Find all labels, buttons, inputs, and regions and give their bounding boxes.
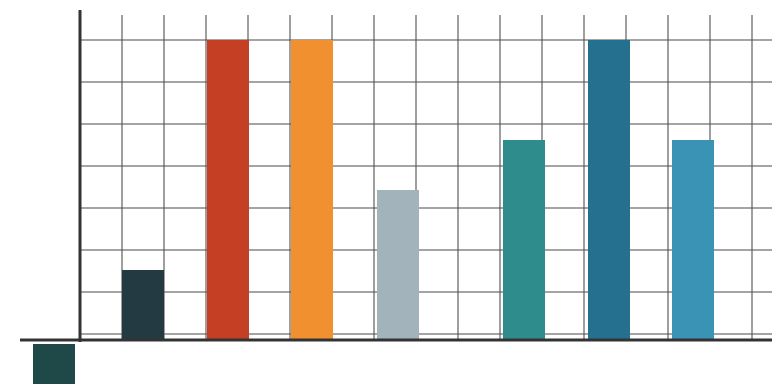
- axes: [20, 10, 772, 342]
- corner-mark: [33, 344, 75, 384]
- bar-2: [207, 40, 249, 340]
- bar-5: [503, 140, 545, 340]
- bar-1: [122, 270, 164, 340]
- grid-lines: [80, 15, 772, 340]
- bar-7: [672, 140, 714, 340]
- bar-series: [122, 40, 714, 340]
- bar-6: [588, 40, 630, 340]
- bar-3: [291, 40, 333, 340]
- bar-4: [377, 190, 419, 340]
